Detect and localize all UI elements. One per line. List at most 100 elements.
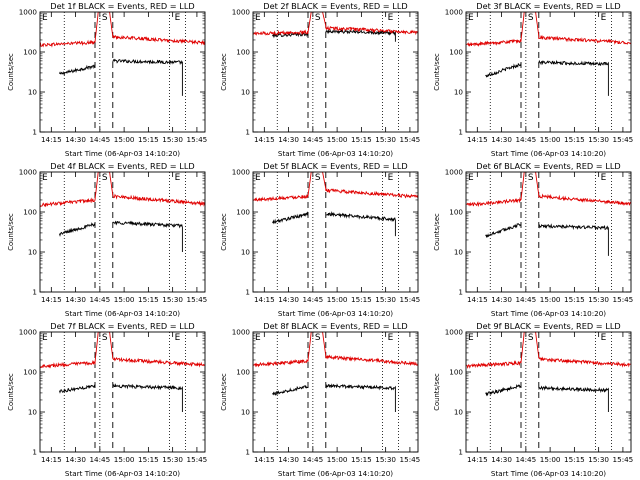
time-marker-label: E <box>42 333 48 343</box>
panel-title: Det 7f BLACK = Events, RED = LLD <box>50 321 194 331</box>
x-tick-label: 14:15 <box>41 455 62 464</box>
y-tick-label: 1000 <box>445 168 464 177</box>
panel-det-7f: Det 7f BLACK = Events, RED = LLD Counts/s… <box>7 321 207 478</box>
x-tick-label: 15:30 <box>162 295 183 304</box>
y-axis-label: Counts/sec <box>433 53 441 91</box>
x-tick-label: 15:30 <box>588 295 609 304</box>
x-tick-label: 15:00 <box>327 135 348 144</box>
panel-title: Det 9f BLACK = Events, RED = LLD <box>476 321 620 331</box>
time-marker-label: E <box>388 333 394 343</box>
time-marker-label: E <box>42 13 48 23</box>
x-axis-label: Start Time (06-Apr-03 14:10:20) <box>278 309 393 318</box>
time-marker-label: E <box>388 173 394 183</box>
y-tick-label: 1000 <box>19 8 38 17</box>
y-tick-label: 10 <box>241 248 251 257</box>
time-marker-label: S <box>315 333 321 343</box>
x-tick-label: 15:45 <box>400 135 421 144</box>
x-axis-label: Start Time (06-Apr-03 14:10:20) <box>65 309 180 318</box>
y-axis-label: Counts/sec <box>433 213 441 251</box>
x-tick-label: 14:15 <box>467 295 488 304</box>
y-tick-label: 1 <box>245 448 250 457</box>
time-marker-label: E <box>175 13 181 23</box>
x-tick-label: 14:15 <box>254 455 275 464</box>
x-tick-label: 14:15 <box>467 135 488 144</box>
y-tick-label: 1 <box>32 288 37 297</box>
time-marker-label: S <box>102 173 108 183</box>
x-tick-label: 15:45 <box>613 135 634 144</box>
y-tick-label: 1 <box>245 128 250 137</box>
series-events-line <box>485 223 609 256</box>
plot-frame <box>39 331 206 453</box>
panel-title: Det 1f BLACK = Events, RED = LLD <box>50 1 194 11</box>
plot-frame <box>465 11 632 133</box>
x-tick-label: 15:30 <box>588 455 609 464</box>
y-tick-label: 100 <box>236 368 250 377</box>
x-tick-label: 14:30 <box>278 135 299 144</box>
time-marker-label: S <box>102 13 108 23</box>
x-tick-label: 15:15 <box>564 135 585 144</box>
panel-title: Det 2f BLACK = Events, RED = LLD <box>263 1 407 11</box>
y-axis-label: Counts/sec <box>220 373 228 411</box>
time-marker-label: E <box>468 173 474 183</box>
panel-det-8f: Det 8f BLACK = Events, RED = LLD Counts/s… <box>220 321 420 478</box>
x-tick-label: 14:30 <box>65 135 86 144</box>
y-tick-label: 100 <box>449 208 463 217</box>
y-tick-label: 100 <box>23 48 37 57</box>
x-tick-label: 14:15 <box>41 135 62 144</box>
y-tick-label: 1000 <box>232 8 251 17</box>
x-tick-label: 15:45 <box>400 455 421 464</box>
y-tick-label: 100 <box>236 48 250 57</box>
series-lld-line <box>40 12 205 48</box>
x-tick-label: 14:30 <box>278 295 299 304</box>
y-axis-label: Counts/sec <box>7 53 15 91</box>
series-lld-line <box>253 332 418 368</box>
series-events-line <box>58 220 183 252</box>
x-tick-label: 15:30 <box>588 135 609 144</box>
y-tick-label: 1 <box>458 288 463 297</box>
time-marker-label: S <box>528 173 534 183</box>
x-tick-label: 14:15 <box>254 135 275 144</box>
time-marker-label: E <box>388 13 394 23</box>
y-tick-label: 100 <box>236 208 250 217</box>
y-tick-label: 100 <box>449 368 463 377</box>
x-axis-label: Start Time (06-Apr-03 14:10:20) <box>278 469 393 478</box>
series-events-line <box>272 211 396 237</box>
panel-det-9f: Det 9f BLACK = Events, RED = LLD Counts/s… <box>433 321 633 478</box>
x-tick-label: 14:45 <box>515 455 536 464</box>
time-marker-label: E <box>42 173 48 183</box>
x-tick-label: 15:45 <box>613 295 634 304</box>
x-tick-label: 14:45 <box>89 135 110 144</box>
panel-title: Det 8f BLACK = Events, RED = LLD <box>263 321 407 331</box>
x-tick-label: 14:45 <box>89 295 110 304</box>
x-tick-label: 14:15 <box>467 455 488 464</box>
plot-frame <box>39 11 206 133</box>
y-axis-label: Counts/sec <box>7 213 15 251</box>
panel-det-3f: Det 3f BLACK = Events, RED = LLD Counts/s… <box>433 1 633 158</box>
y-axis-label: Counts/sec <box>220 213 228 251</box>
x-tick-label: 15:15 <box>138 295 159 304</box>
y-tick-label: 1000 <box>445 8 464 17</box>
time-marker-label: E <box>255 13 261 23</box>
x-tick-label: 14:30 <box>278 455 299 464</box>
x-tick-label: 15:15 <box>351 135 372 144</box>
plot-frame <box>252 171 419 293</box>
plot-frame <box>465 331 632 453</box>
x-tick-label: 15:45 <box>187 295 208 304</box>
x-axis-label: Start Time (06-Apr-03 14:10:20) <box>491 149 606 158</box>
y-tick-label: 1000 <box>232 328 251 337</box>
panel-det-1f: Det 1f BLACK = Events, RED = LLD Counts/s… <box>7 1 207 158</box>
y-tick-label: 1 <box>245 288 250 297</box>
x-tick-label: 15:30 <box>375 455 396 464</box>
x-tick-label: 15:45 <box>187 135 208 144</box>
y-tick-label: 10 <box>28 88 38 97</box>
x-tick-label: 14:15 <box>41 295 62 304</box>
y-tick-label: 1 <box>458 448 463 457</box>
x-tick-label: 14:45 <box>302 295 323 304</box>
x-tick-label: 15:15 <box>138 455 159 464</box>
panel-title: Det 5f BLACK = Events, RED = LLD <box>263 161 407 171</box>
x-axis-label: Start Time (06-Apr-03 14:10:20) <box>491 309 606 318</box>
x-tick-label: 15:45 <box>187 455 208 464</box>
time-marker-label: E <box>601 173 607 183</box>
x-tick-label: 15:00 <box>540 455 561 464</box>
y-tick-label: 1 <box>32 448 37 457</box>
